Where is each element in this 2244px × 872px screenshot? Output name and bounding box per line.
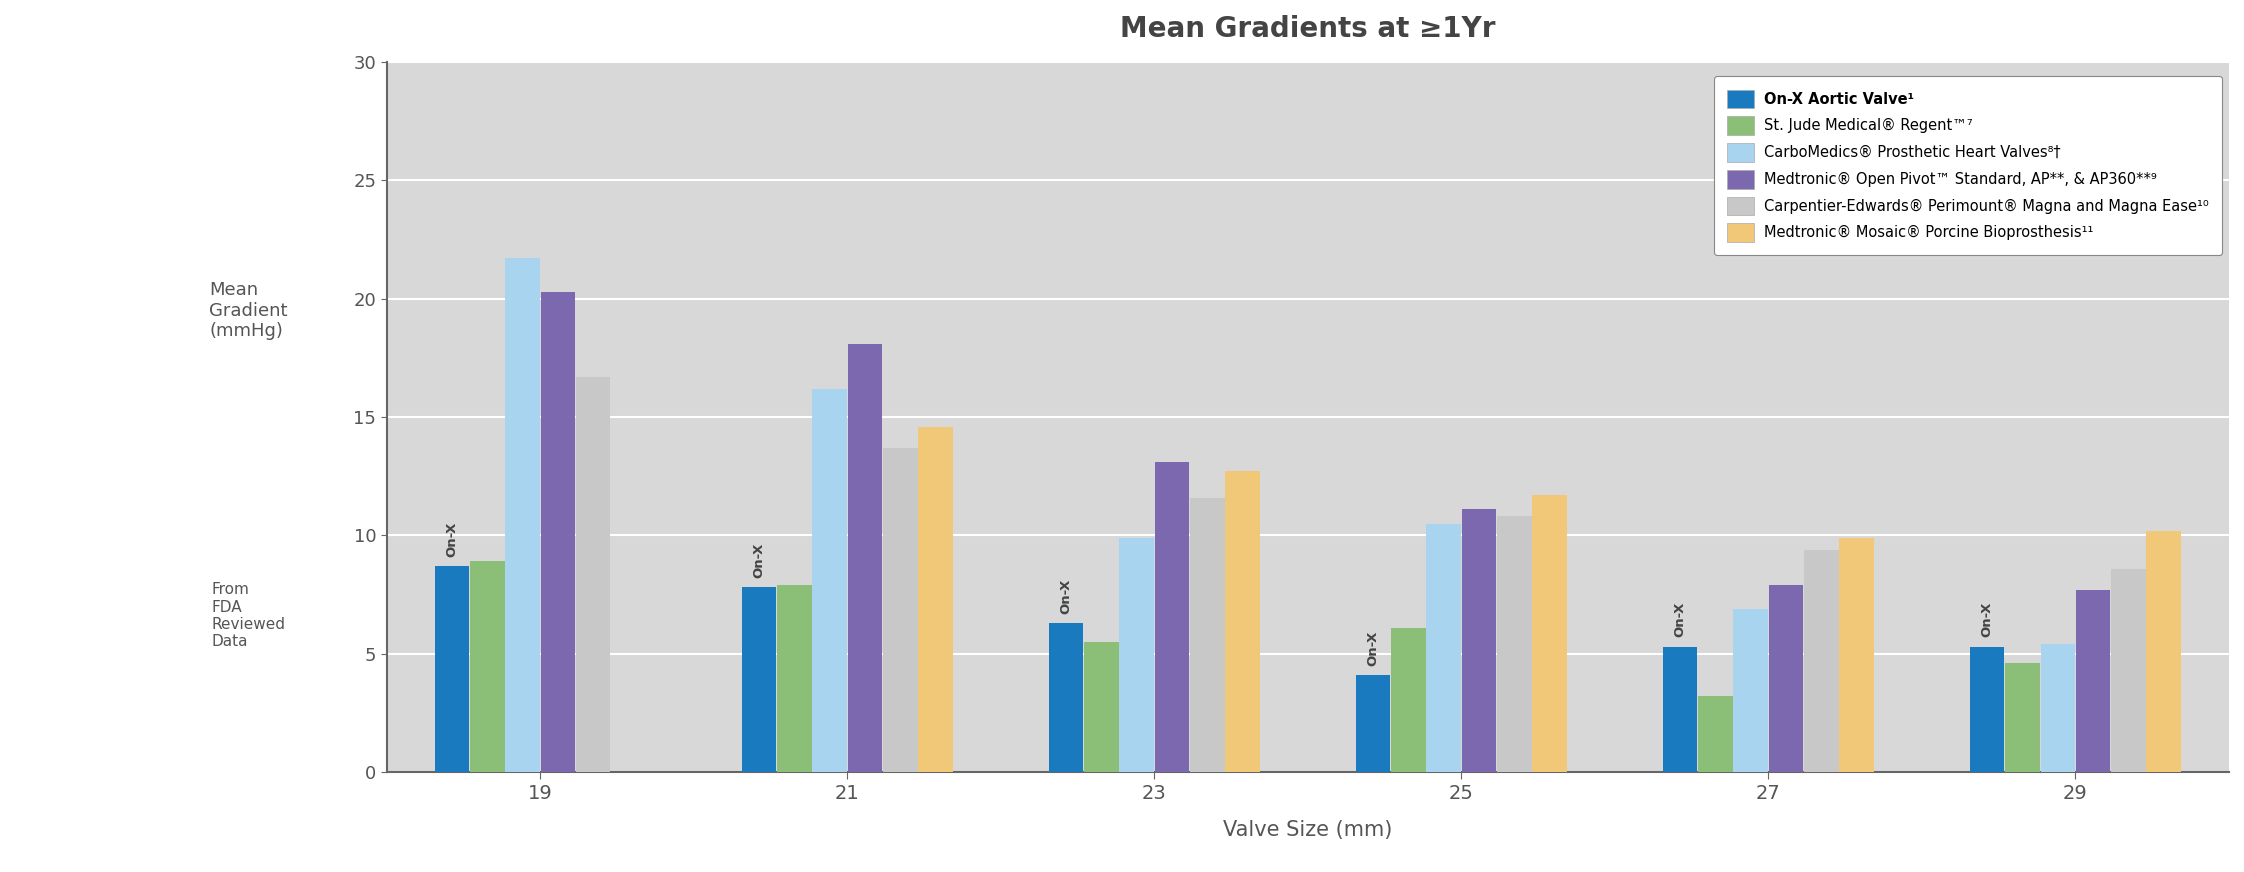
Bar bbox=[1497, 516, 1533, 772]
Bar bbox=[469, 562, 505, 772]
Text: From
FDA
Reviewed
Data: From FDA Reviewed Data bbox=[211, 582, 285, 650]
Bar bbox=[1970, 647, 2004, 772]
Bar bbox=[1120, 538, 1153, 772]
Text: On-X: On-X bbox=[1367, 630, 1380, 665]
Text: On-X: On-X bbox=[752, 542, 765, 578]
Text: Mean
Gradient
(mmHg): Mean Gradient (mmHg) bbox=[209, 281, 287, 340]
Bar bbox=[1840, 538, 1874, 772]
Text: On-X: On-X bbox=[1981, 602, 1993, 637]
Bar bbox=[1663, 647, 1696, 772]
Bar bbox=[1699, 697, 1732, 772]
Bar bbox=[1189, 498, 1225, 772]
X-axis label: Valve Size (mm): Valve Size (mm) bbox=[1223, 820, 1394, 840]
Bar bbox=[505, 258, 541, 772]
Bar bbox=[577, 377, 610, 772]
Bar bbox=[1084, 642, 1118, 772]
Bar bbox=[2076, 589, 2109, 772]
Bar bbox=[1732, 609, 1768, 772]
Bar bbox=[2148, 531, 2181, 772]
Bar bbox=[1768, 585, 1804, 772]
Title: Mean Gradients at ≥1Yr: Mean Gradients at ≥1Yr bbox=[1120, 15, 1495, 43]
Bar bbox=[435, 566, 469, 772]
Bar bbox=[1048, 623, 1084, 772]
Text: On-X: On-X bbox=[1674, 602, 1687, 637]
Bar bbox=[2112, 569, 2145, 772]
Bar bbox=[882, 448, 918, 772]
Bar bbox=[2006, 664, 2040, 772]
Bar bbox=[812, 389, 846, 772]
Bar bbox=[2040, 644, 2076, 772]
Text: On-X: On-X bbox=[444, 521, 458, 556]
Bar bbox=[743, 588, 776, 772]
Bar bbox=[1533, 495, 1566, 772]
Text: On-X: On-X bbox=[1059, 578, 1073, 614]
Bar bbox=[1156, 462, 1189, 772]
Bar bbox=[1461, 509, 1497, 772]
Legend: On-X Aortic Valve¹, St. Jude Medical® Regent™⁷, CarboMedics® Prosthetic Heart Va: On-X Aortic Valve¹, St. Jude Medical® Re… bbox=[1714, 77, 2222, 255]
Bar bbox=[541, 291, 574, 772]
Bar bbox=[1225, 472, 1259, 772]
Bar bbox=[1804, 549, 1838, 772]
Bar bbox=[1391, 628, 1425, 772]
Bar bbox=[1355, 675, 1391, 772]
Bar bbox=[1427, 523, 1461, 772]
Bar bbox=[776, 585, 812, 772]
Bar bbox=[918, 426, 954, 772]
Bar bbox=[848, 344, 882, 772]
